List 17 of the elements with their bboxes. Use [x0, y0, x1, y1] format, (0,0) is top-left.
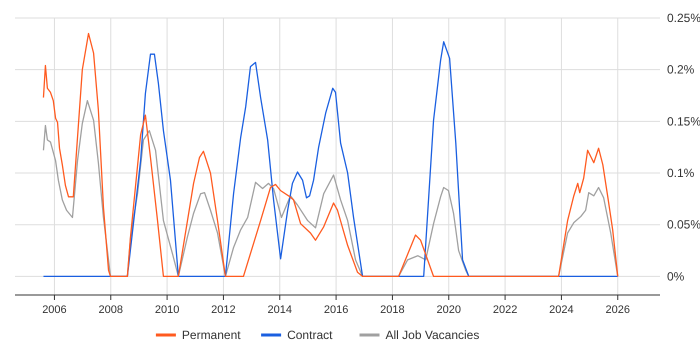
x-tick-label: 2022	[492, 304, 518, 316]
x-tick-label: 2016	[324, 304, 348, 316]
y-tick-label: 0.2%	[667, 62, 695, 77]
legend-label: All Job Vacancies	[386, 328, 480, 342]
y-tick-label: 0%	[667, 269, 685, 284]
x-tick-label: 2020	[436, 304, 461, 316]
legend-label: Permanent	[182, 328, 242, 342]
legend-label: Contract	[287, 328, 334, 342]
x-tick-label: 2006	[42, 304, 67, 316]
x-tick-label: 2024	[549, 304, 574, 316]
x-tick-label: 2008	[98, 304, 124, 316]
x-tick-label: 2014	[268, 304, 292, 316]
y-tick-label: 0.1%	[667, 166, 695, 180]
x-tick-label: 2012	[211, 304, 236, 316]
x-tick-label: 2018	[380, 304, 405, 316]
x-tick-label: 2010	[154, 304, 180, 316]
x-tick-label: 2026	[606, 304, 630, 316]
